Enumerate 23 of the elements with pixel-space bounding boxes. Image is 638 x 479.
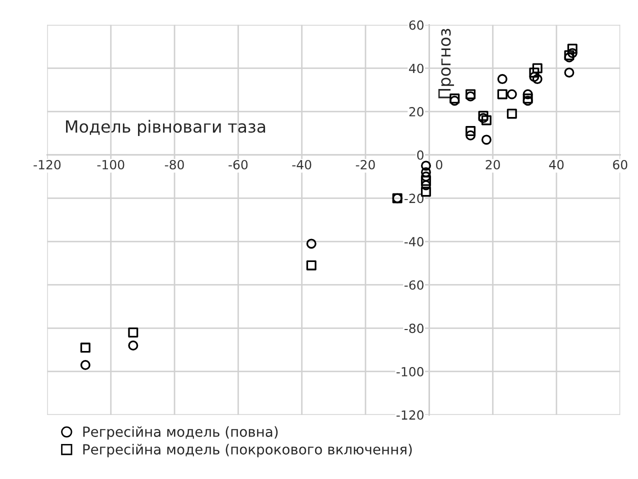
y-axis-title: Прогноз [438,28,454,98]
x-tick-label: -120 [34,160,61,170]
x-tick-label: 0 [436,160,442,170]
y-tick-label: 40 [409,64,424,74]
x-tick-label: -100 [97,160,124,170]
x-tick-label: -60 [228,160,248,170]
legend-label: Регресійна модель (повна) [83,426,278,440]
y-tick-label: 0 [417,150,424,160]
y-tick-label: -100 [396,366,424,376]
x-tick-label: 60 [613,160,628,170]
y-tick-label: -60 [404,280,424,290]
y-tick-label: -80 [404,324,424,334]
y-tick-label: 60 [409,20,424,30]
x-tick-label: 20 [486,160,500,170]
x-tick-label: -80 [164,160,184,170]
legend-label: Регресійна модель (покрокового включення) [83,444,412,458]
x-tick-label: -20 [356,160,375,170]
x-axis-title: Модель рівноваги таза [66,120,266,136]
x-tick-label: 40 [549,160,564,170]
y-tick-label: -40 [404,236,424,246]
y-tick-label: -120 [396,410,424,420]
y-tick-label: 20 [409,107,424,116]
x-tick-label: -40 [292,160,312,170]
